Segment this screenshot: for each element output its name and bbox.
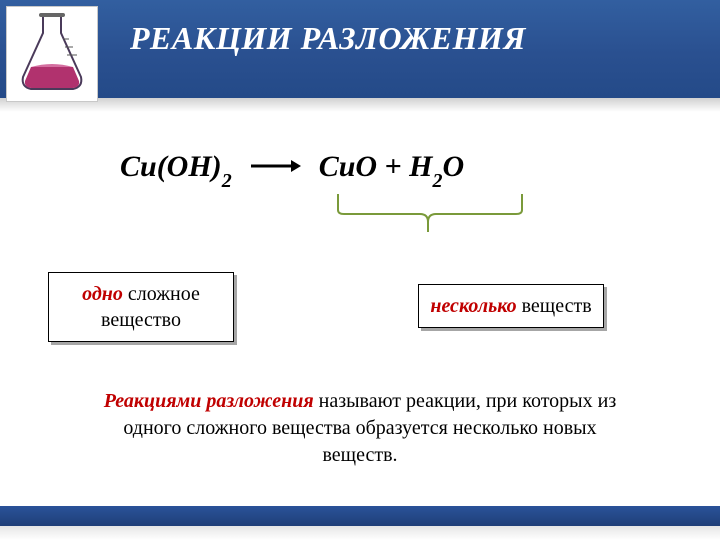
- box-left-keyword: одно: [82, 283, 123, 305]
- header-shadow: [0, 98, 720, 112]
- definition-lead: Реакциями разложения: [104, 390, 314, 412]
- flask-image: [6, 6, 98, 102]
- reactant: Cu(OH)2: [120, 150, 232, 189]
- footer-band: [0, 506, 720, 526]
- flask-icon: [17, 11, 87, 97]
- product-bracket-icon: [330, 192, 530, 236]
- reactant-formula: Cu(OH): [120, 150, 222, 183]
- connector-left-icon: [180, 195, 210, 275]
- product-b-post: O: [443, 150, 465, 183]
- product-b-sub: 2: [433, 170, 443, 192]
- connector-right-icon: [450, 232, 510, 288]
- box-right-keyword: несколько: [430, 295, 516, 317]
- reaction-arrow-icon: [249, 158, 301, 174]
- equation: Cu(OH)2 CuO + H2O: [120, 150, 620, 189]
- reactant-sub: 2: [222, 170, 232, 192]
- box-one-substance: одно сложное вещество: [48, 272, 234, 342]
- slide-title: РЕАКЦИИ РАЗЛОЖЕНИЯ: [130, 20, 690, 57]
- plus: +: [377, 150, 409, 183]
- box-several-substances: несколько веществ: [418, 284, 604, 328]
- box-right-rest: веществ: [517, 295, 592, 317]
- footer-shadow: [0, 526, 720, 540]
- product-b-pre: H: [409, 150, 432, 183]
- definition-text: Реакциями разложения называют реакции, п…: [100, 388, 620, 469]
- product-a: CuO: [319, 150, 377, 183]
- slide: РЕАКЦИИ РАЗЛОЖЕНИЯ Cu(OH)2 CuO + H2O одн…: [0, 0, 720, 540]
- products: CuO + H2O: [319, 150, 464, 189]
